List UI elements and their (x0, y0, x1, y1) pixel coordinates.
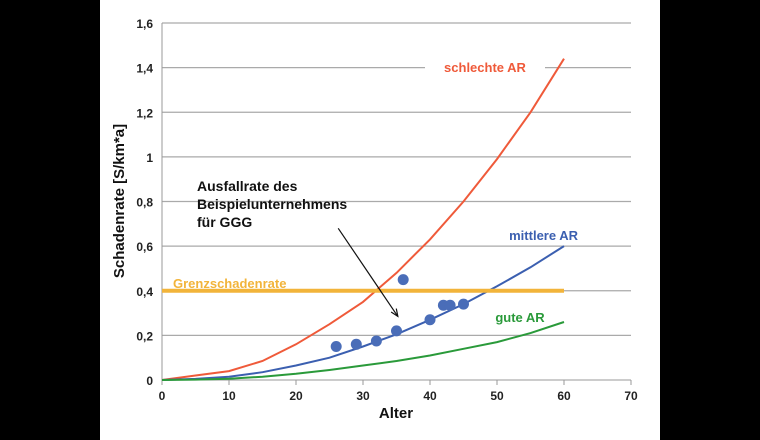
x-tick-label: 10 (222, 389, 236, 403)
series-label-3: Grenzschadenrate (173, 276, 286, 291)
series-label-2: gute AR (495, 310, 545, 325)
chart-panel (100, 0, 660, 440)
annotation-arrow (337, 227, 399, 317)
x-tick-label: 20 (289, 389, 303, 403)
data-point (330, 341, 342, 353)
y-tick-label: 1,4 (136, 62, 153, 76)
x-axis-label: Alter (379, 405, 413, 422)
series-line-1 (161, 245, 565, 381)
x-tick-label: 70 (624, 389, 638, 403)
y-tick-label: 1 (146, 151, 153, 165)
data-point (391, 325, 402, 337)
series-line-0 (161, 58, 565, 381)
data-point (350, 338, 362, 350)
series-label-0: schlechte AR (444, 60, 526, 75)
label-bg (425, 58, 545, 78)
x-tick-label: 30 (356, 389, 370, 403)
data-point (444, 299, 456, 311)
data-point (370, 335, 382, 347)
y-tick-label: 0 (146, 374, 153, 388)
y-axis-label: Schadenrate [S/km*a] (111, 124, 128, 278)
annotation-line-1: Ausfallrate des (197, 178, 298, 194)
x-tick-label: 0 (159, 389, 166, 403)
data-point (397, 274, 409, 286)
y-tick-label: 1,6 (136, 17, 153, 31)
data-point (458, 298, 469, 310)
y-tick-label: 0,8 (136, 196, 153, 210)
annotation-line-2: Beispielunternehmens (197, 196, 347, 212)
y-tick-label: 0,6 (136, 240, 153, 254)
y-tick-label: 0,4 (136, 285, 153, 299)
x-tick-label: 50 (490, 389, 504, 403)
x-tick-label: 40 (423, 389, 437, 403)
y-tick-label: 0,2 (136, 329, 153, 343)
y-tick-label: 1,2 (136, 106, 153, 120)
data-point (424, 314, 436, 326)
series-line-2 (161, 321, 565, 381)
x-tick-label: 60 (557, 389, 571, 403)
arrow-head-icon (390, 308, 399, 318)
annotation-line-3: für GGG (197, 214, 252, 230)
series-label-1: mittlere AR (509, 228, 578, 243)
